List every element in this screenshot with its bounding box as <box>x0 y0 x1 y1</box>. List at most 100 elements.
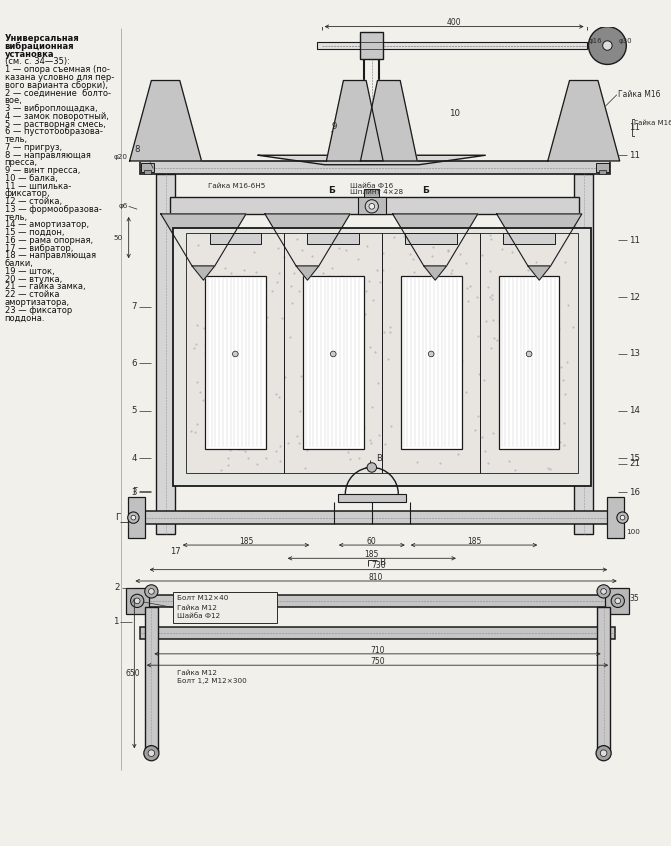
Text: Б: Б <box>327 186 335 195</box>
Point <box>328 384 339 398</box>
Text: 4 — замок поворотный,: 4 — замок поворотный, <box>5 112 109 121</box>
Point <box>366 437 376 450</box>
Circle shape <box>601 750 607 756</box>
Point <box>337 269 348 283</box>
Bar <box>605 588 629 614</box>
Point <box>280 371 291 384</box>
Bar <box>597 607 610 751</box>
Text: 22 — стойка: 22 — стойка <box>5 290 59 299</box>
Point <box>262 310 272 324</box>
Point <box>503 407 513 420</box>
Point <box>405 419 415 432</box>
Point <box>197 393 208 407</box>
Point <box>364 274 374 288</box>
Text: 400: 400 <box>447 19 462 27</box>
Text: 1: 1 <box>113 618 118 626</box>
Circle shape <box>603 41 612 50</box>
Point <box>472 329 483 343</box>
Point <box>412 455 423 469</box>
Point <box>342 400 352 414</box>
Point <box>477 248 488 261</box>
Point <box>352 252 363 266</box>
Point <box>293 284 304 298</box>
Text: φ16: φ16 <box>588 37 602 44</box>
Point <box>223 451 234 464</box>
Text: φ30: φ30 <box>619 37 632 44</box>
Point <box>300 262 311 276</box>
Text: тель,: тель, <box>5 135 28 144</box>
Bar <box>401 276 462 449</box>
Point <box>350 418 361 431</box>
Point <box>286 280 297 294</box>
Point <box>192 417 203 431</box>
Point <box>195 386 205 399</box>
Point <box>317 266 328 280</box>
Point <box>205 384 215 398</box>
Text: вое,: вое, <box>5 96 23 105</box>
Point <box>386 419 397 432</box>
Text: 4: 4 <box>132 453 137 463</box>
Text: поддона.: поддона. <box>5 314 45 322</box>
Point <box>309 300 320 314</box>
Point <box>254 338 264 352</box>
Point <box>233 402 244 415</box>
Point <box>224 391 235 404</box>
Polygon shape <box>258 156 485 165</box>
Point <box>519 429 530 442</box>
Point <box>246 437 256 450</box>
Text: 60: 60 <box>367 536 376 546</box>
Circle shape <box>620 515 625 520</box>
Point <box>448 325 458 338</box>
Point <box>429 282 440 295</box>
Bar <box>170 197 579 214</box>
Point <box>484 290 495 304</box>
Point <box>408 299 419 313</box>
Circle shape <box>617 512 628 524</box>
Point <box>358 431 368 445</box>
Point <box>529 315 539 328</box>
Point <box>344 316 355 329</box>
Polygon shape <box>497 214 582 266</box>
Circle shape <box>330 351 336 357</box>
Text: вибрационная: вибрационная <box>5 42 74 51</box>
Point <box>505 390 516 404</box>
Point <box>485 233 496 246</box>
Point <box>215 464 226 477</box>
Bar <box>140 161 610 174</box>
Point <box>409 266 419 279</box>
Point <box>189 342 199 355</box>
Point <box>327 261 338 274</box>
Polygon shape <box>130 80 201 161</box>
Point <box>454 275 465 288</box>
Circle shape <box>526 351 532 357</box>
Bar <box>574 174 593 534</box>
Bar <box>126 588 150 614</box>
Polygon shape <box>393 214 478 266</box>
Text: Гайка М12: Гайка М12 <box>177 605 217 611</box>
Point <box>192 376 203 389</box>
Point <box>447 263 458 277</box>
Point <box>519 359 530 372</box>
Text: 50: 50 <box>114 234 123 240</box>
Point <box>203 350 214 364</box>
Polygon shape <box>424 266 447 280</box>
Bar <box>136 596 620 607</box>
Circle shape <box>131 594 144 607</box>
Point <box>191 337 202 350</box>
Point <box>231 310 242 324</box>
Point <box>239 345 250 359</box>
Point <box>276 311 287 325</box>
Point <box>227 322 238 336</box>
Point <box>272 275 282 288</box>
Point <box>259 379 270 393</box>
Point <box>435 354 446 367</box>
Point <box>533 398 544 412</box>
Point <box>248 351 258 365</box>
Point <box>344 453 355 466</box>
Point <box>556 360 567 373</box>
Point <box>294 437 305 450</box>
Point <box>305 389 316 403</box>
Point <box>541 378 552 392</box>
Bar <box>187 233 578 473</box>
Point <box>435 456 446 470</box>
